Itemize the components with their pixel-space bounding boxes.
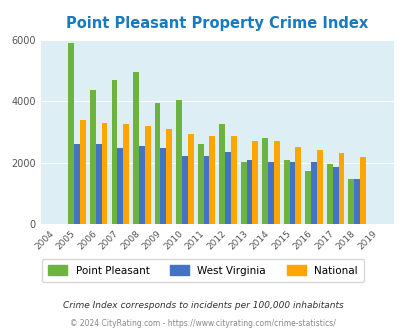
Bar xyxy=(289,162,295,224)
Text: © 2024 CityRating.com - https://www.cityrating.com/crime-statistics/: © 2024 CityRating.com - https://www.city… xyxy=(70,319,335,328)
Bar xyxy=(160,148,166,224)
Bar xyxy=(230,136,236,224)
Bar xyxy=(326,164,332,224)
Bar xyxy=(246,160,252,224)
Bar xyxy=(209,136,215,224)
Bar xyxy=(68,43,74,224)
Bar xyxy=(181,156,188,224)
Bar xyxy=(139,146,144,224)
Text: Crime Index corresponds to incidents per 100,000 inhabitants: Crime Index corresponds to incidents per… xyxy=(62,301,343,310)
Bar xyxy=(96,144,101,224)
Bar xyxy=(74,144,80,224)
Bar xyxy=(354,180,359,224)
Bar xyxy=(166,129,172,224)
Bar xyxy=(295,148,301,224)
Bar xyxy=(347,180,354,224)
Bar xyxy=(316,150,322,224)
Bar xyxy=(273,141,279,224)
Bar xyxy=(144,126,150,224)
Bar xyxy=(240,162,246,224)
Bar xyxy=(197,144,203,224)
Bar xyxy=(188,134,193,224)
Bar xyxy=(359,157,365,224)
Bar xyxy=(283,160,289,224)
Bar xyxy=(305,171,311,224)
Bar xyxy=(219,124,224,224)
Bar xyxy=(101,123,107,224)
Bar xyxy=(80,120,86,224)
Bar xyxy=(262,138,267,224)
Bar xyxy=(332,167,338,224)
Legend: Point Pleasant, West Virginia, National: Point Pleasant, West Virginia, National xyxy=(42,259,363,282)
Bar xyxy=(133,72,139,224)
Title: Point Pleasant Property Crime Index: Point Pleasant Property Crime Index xyxy=(66,16,367,31)
Bar xyxy=(224,152,230,224)
Bar xyxy=(252,141,258,224)
Bar xyxy=(267,162,273,224)
Bar xyxy=(111,80,117,224)
Bar xyxy=(90,90,96,224)
Bar xyxy=(338,153,343,224)
Bar xyxy=(123,124,129,224)
Bar xyxy=(176,100,181,224)
Bar xyxy=(203,156,209,224)
Bar xyxy=(154,103,160,224)
Bar xyxy=(311,162,316,224)
Bar xyxy=(117,148,123,224)
